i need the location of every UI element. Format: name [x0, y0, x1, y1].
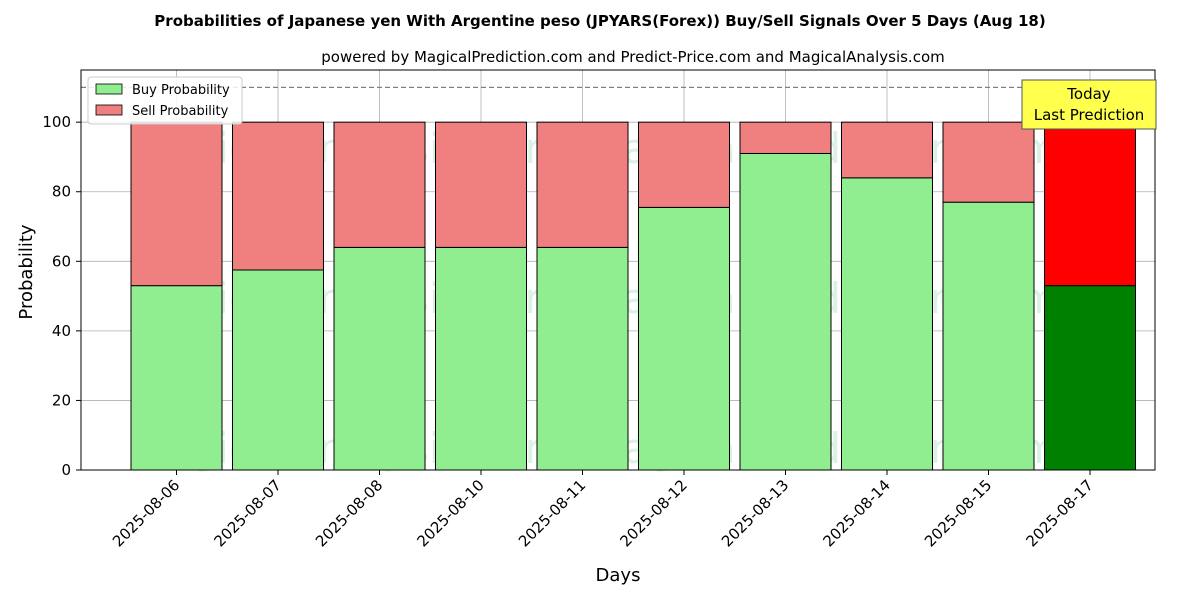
- bar-sell-2025-08-08: [333, 121, 426, 248]
- bar-sell-2025-08-14: [841, 121, 933, 179]
- bar-buy-2025-08-12: [638, 206, 730, 471]
- bar-buy-2025-08-10: [435, 246, 527, 471]
- y-tick-label: 60: [52, 252, 71, 270]
- y-tick-label: 20: [52, 391, 71, 409]
- x-tick-label: 2025-08-17: [1022, 476, 1096, 550]
- x-tick-label: 2025-08-07: [210, 476, 284, 550]
- legend-swatch-buy: [95, 83, 123, 95]
- bar-sell-2025-08-12: [638, 121, 730, 208]
- chart-subtitle: powered by MagicalPrediction.com and Pre…: [321, 48, 945, 66]
- annotation-line-1: Today: [1066, 85, 1111, 103]
- y-tick-label: 100: [42, 113, 71, 131]
- y-tick-label: 80: [52, 183, 71, 201]
- bar-sell-2025-08-07: [232, 121, 324, 271]
- x-tick-label: 2025-08-14: [819, 476, 893, 550]
- x-tick-label: 2025-08-11: [515, 476, 589, 550]
- bar-buy-2025-08-14: [841, 177, 933, 471]
- bar-sell-2025-08-15: [942, 121, 1035, 203]
- x-tick-label: 2025-08-12: [616, 476, 690, 550]
- bar-buy-2025-08-17: [1044, 285, 1136, 471]
- legend-swatch-sell: [95, 104, 123, 116]
- bar-sell-2025-08-06: [130, 121, 223, 287]
- bar-buy-2025-08-08: [333, 246, 426, 471]
- legend: Buy Probability Sell Probability: [87, 76, 243, 125]
- bar-sell-2025-08-17: [1044, 121, 1136, 287]
- y-axis-title: Probability: [16, 224, 37, 319]
- legend-label-sell: Sell Probability: [132, 104, 229, 119]
- annotation-box: [1021, 79, 1157, 130]
- x-tick-label: 2025-08-10: [413, 476, 487, 550]
- bar-buy-2025-08-13: [739, 152, 832, 471]
- x-axis-title: Days: [596, 565, 641, 586]
- bar-sell-2025-08-10: [435, 121, 527, 248]
- x-tick-label: 2025-08-06: [109, 476, 183, 550]
- bar-buy-2025-08-11: [536, 246, 629, 471]
- x-tick-label: 2025-08-13: [718, 476, 792, 550]
- bar-sell-2025-08-13: [739, 121, 832, 154]
- x-tick-label: 2025-08-15: [921, 476, 995, 550]
- legend-label-buy: Buy Probability: [132, 83, 230, 98]
- chart-title: Probabilities of Japanese yen With Argen…: [154, 12, 1045, 30]
- y-tick-label: 40: [52, 322, 71, 340]
- bar-buy-2025-08-15: [942, 201, 1035, 471]
- bar-sell-2025-08-11: [536, 121, 629, 248]
- bar-buy-2025-08-06: [130, 285, 223, 471]
- annotation-line-2: Last Prediction: [1034, 106, 1145, 124]
- today-annotation: Today Last Prediction: [1021, 79, 1157, 130]
- legend-box: [87, 76, 243, 125]
- bar-buy-2025-08-07: [232, 269, 324, 471]
- y-tick-label: 0: [61, 461, 71, 479]
- plot-frame: [80, 69, 1156, 471]
- x-tick-label: 2025-08-08: [312, 476, 386, 550]
